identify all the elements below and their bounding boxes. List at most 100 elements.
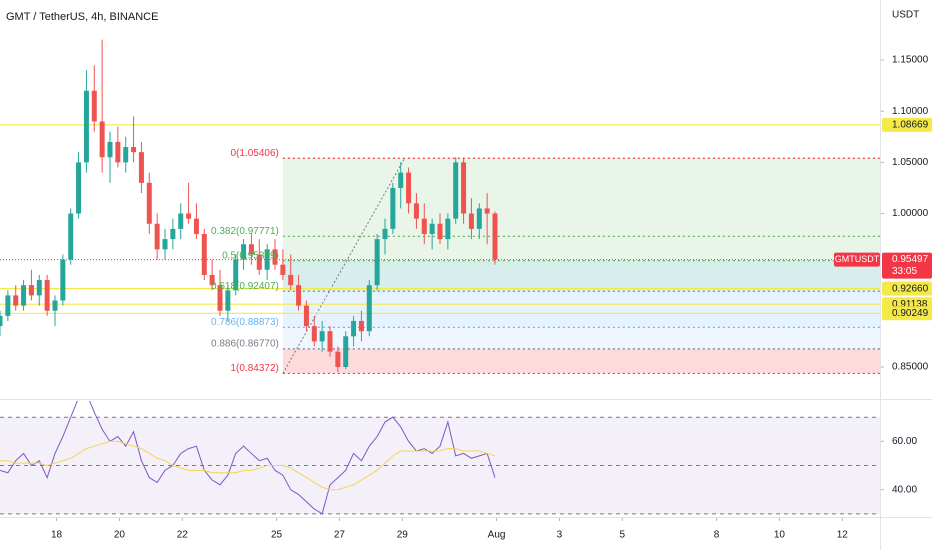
candle-body [398,172,404,188]
candle-body [201,233,207,275]
y-tick-label: 0.85000 [892,362,929,373]
fib-zone [282,158,880,237]
fib-label: 0.618(0.92407) [211,281,279,292]
candle-body [476,208,482,229]
candle-body [68,213,74,260]
candle-body [178,213,184,229]
candle-body [437,223,443,240]
candle-body [233,259,239,291]
price-label: 0.92660 [892,283,929,294]
candle-body [280,264,286,275]
y-tick-label: 40.00 [892,484,917,495]
candle-body [28,285,34,296]
price-label: 0.90249 [892,308,929,319]
y-tick-label: 1.00000 [892,208,929,219]
candle-body [52,300,58,311]
rsi-line [0,440,496,491]
fib-label: 0.786(0.88873) [211,317,279,328]
candle-body [468,213,474,229]
candle-body [154,223,160,250]
candle-body [461,162,467,214]
last-price-bg [882,252,932,279]
candle-body [44,280,50,311]
candle-body [374,239,380,286]
candle-body [382,228,388,240]
candle-body [406,172,412,204]
fib-zone [282,327,880,349]
rsi-line [0,401,496,515]
candle-body [217,285,223,311]
price-label-bg [882,281,932,296]
candle-body [296,285,302,306]
candle-body [413,203,419,219]
x-tick-label: 5 [620,530,626,541]
price-label: 1.08669 [892,119,929,130]
candle-body [390,187,396,229]
candle-body [272,249,278,265]
last-price-label: 0.95497 [892,254,929,265]
candle-body [484,208,490,214]
candle-body [319,331,325,342]
candle-body [76,162,82,214]
candle-body [256,254,262,270]
x-tick-label: 29 [397,530,409,541]
last-name: GMTUSDT [835,254,880,264]
y-tick-label: 1.05000 [892,157,929,168]
candle-body [5,295,11,316]
fib-zone [282,260,880,292]
candle-body [492,213,498,260]
candle-body [170,228,176,240]
fib-label: 0(1.05406) [230,148,278,159]
candle-body [343,336,349,367]
x-tick-label: 20 [114,530,126,541]
candle-body [429,223,435,234]
candle-body [453,162,459,219]
fib-zone [282,291,880,328]
x-tick-label: Aug [488,530,506,541]
x-tick-label: 18 [51,530,63,541]
candle-body [327,331,333,352]
x-tick-label: 22 [177,530,189,541]
candle-body [146,182,152,224]
y-axis-label: USDT [892,10,919,21]
candle-body [13,295,19,306]
price-label-bg [882,117,932,132]
candle-body [248,244,254,255]
candle-body [115,141,121,163]
candle-body [99,121,105,158]
candle-body [107,141,113,158]
candle-body [131,147,137,153]
rsi-pane [0,401,880,515]
candle-body [91,90,97,122]
candle-body [288,274,294,286]
candle-body [311,326,317,342]
y-tick-label: 1.15000 [892,55,929,66]
x-tick-label: 12 [837,530,849,541]
candle-body [241,244,247,260]
candle-body [162,239,168,250]
candle-body [193,218,199,234]
candle-body [303,305,309,327]
candle-body [225,290,231,311]
candle-body [83,90,89,163]
candle-body [209,274,215,286]
fib-zone [282,348,880,374]
x-tick-label: 25 [271,530,283,541]
fib-trend [282,157,406,374]
last-name-bg [834,252,880,267]
chart-title: GMT / TetherUS, 4h, BINANCE [6,11,158,23]
fib-label: 1(0.84372) [230,363,278,374]
price-label: 0.91138 [892,299,928,310]
x-tick-label: 8 [714,530,720,541]
candle-body [366,285,372,332]
candle-body [421,218,427,234]
axes: 0(1.05406) 0.382(0.97771) 0.5(0.95389) 0.61… [51,55,932,541]
fib-label: 0.5(0.95389) [222,250,279,261]
x-tick-label: 3 [557,530,563,541]
candle-body [0,315,3,327]
countdown: 33:05 [892,266,917,277]
candle-body [351,320,357,337]
y-tick-label: 60.00 [892,436,917,447]
candle-body [335,351,341,367]
